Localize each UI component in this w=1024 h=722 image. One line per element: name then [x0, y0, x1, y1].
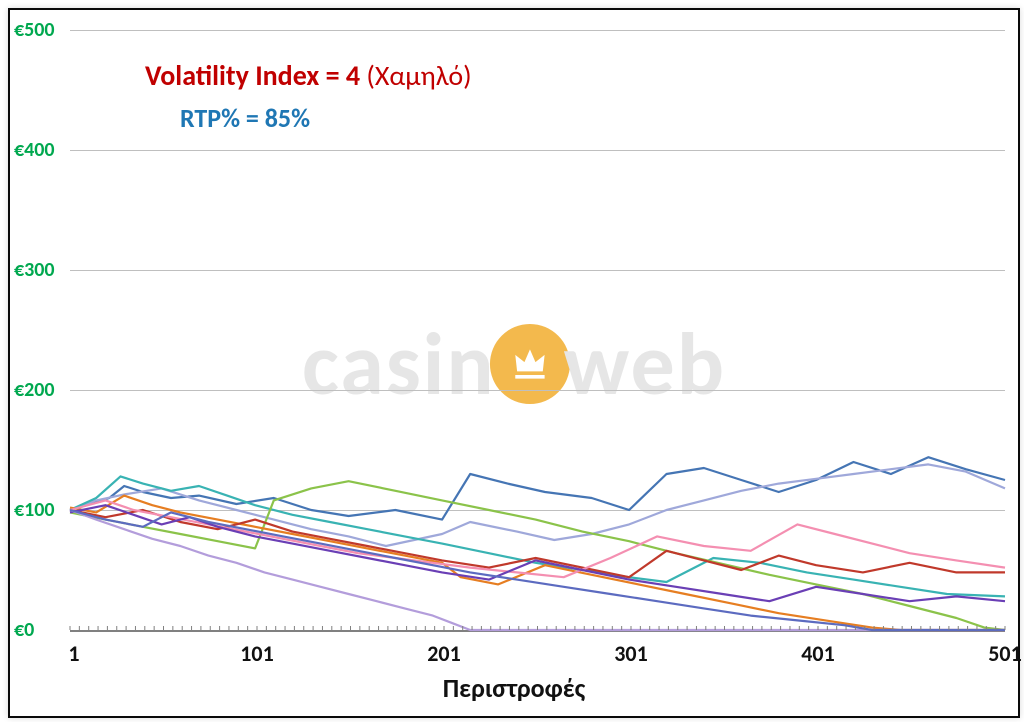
x-tick-label: 201: [427, 640, 460, 667]
x-tick-label: 301: [614, 640, 647, 667]
x-tick-label: 1: [68, 640, 79, 667]
rtp-annotation: RTP% = 85%: [180, 102, 310, 134]
y-tick-label: €0: [14, 618, 34, 642]
x-tick-label: 501: [988, 640, 1021, 667]
y-tick-label: €500: [14, 18, 55, 42]
y-tick-label: €100: [14, 498, 55, 522]
y-tick-label: €200: [14, 378, 55, 402]
y-tick-label: €400: [14, 138, 55, 162]
volatility-annotation: Volatility Index = 4 (Χαμηλό): [145, 58, 472, 93]
volatility-bold: Volatility Index = 4: [145, 58, 360, 93]
x-minor-ticks: [70, 626, 1005, 630]
y-tick-label: €300: [14, 258, 55, 282]
x-tick-label: 401: [801, 640, 834, 667]
x-axis-title: Περιστροφές: [10, 672, 1018, 704]
x-tick-label: 101: [240, 640, 273, 667]
series-line: [70, 457, 1005, 519]
chart-frame: €500 €400 €300 €200 €100 €0 casin web Vo…: [8, 8, 1020, 718]
volatility-light: (Χαμηλό): [360, 58, 472, 93]
series-line: [70, 464, 1005, 546]
